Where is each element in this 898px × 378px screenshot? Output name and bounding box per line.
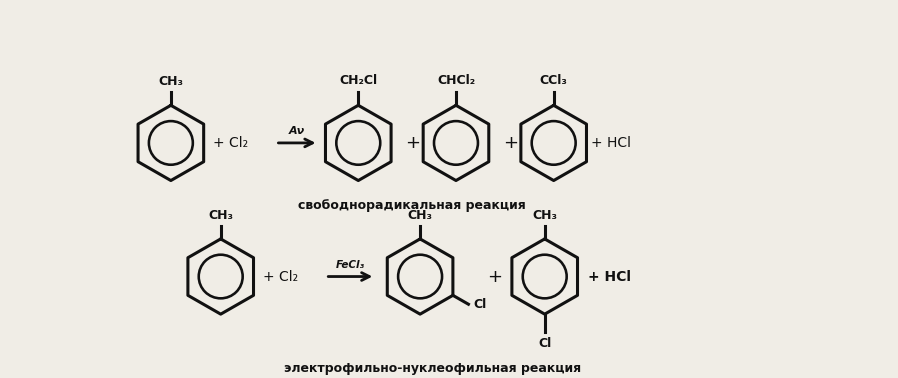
Text: CH₂Cl: CH₂Cl <box>339 74 377 87</box>
Text: + HCl: + HCl <box>588 270 631 284</box>
Text: Cl: Cl <box>538 337 551 350</box>
Text: + Cl₂: + Cl₂ <box>263 270 298 284</box>
Text: Aν: Aν <box>289 126 305 136</box>
Text: CH₃: CH₃ <box>408 209 433 222</box>
Text: +: + <box>503 134 518 152</box>
Text: FeCl₃: FeCl₃ <box>336 260 365 270</box>
Text: CH₃: CH₃ <box>533 209 557 222</box>
Text: Cl: Cl <box>474 298 487 311</box>
Text: CHCl₂: CHCl₂ <box>437 74 475 87</box>
Text: + HCl: + HCl <box>592 136 631 150</box>
Text: + Cl₂: + Cl₂ <box>213 136 248 150</box>
Text: CCl₃: CCl₃ <box>540 74 568 87</box>
Text: +: + <box>406 134 420 152</box>
Text: +: + <box>488 268 502 285</box>
Text: свободнорадикальная реакция: свободнорадикальная реакция <box>298 199 526 212</box>
Text: электрофильно-нуклеофильная реакция: электрофильно-нуклеофильная реакция <box>284 362 581 375</box>
Text: CH₃: CH₃ <box>208 209 233 222</box>
Text: CH₃: CH₃ <box>158 75 183 88</box>
